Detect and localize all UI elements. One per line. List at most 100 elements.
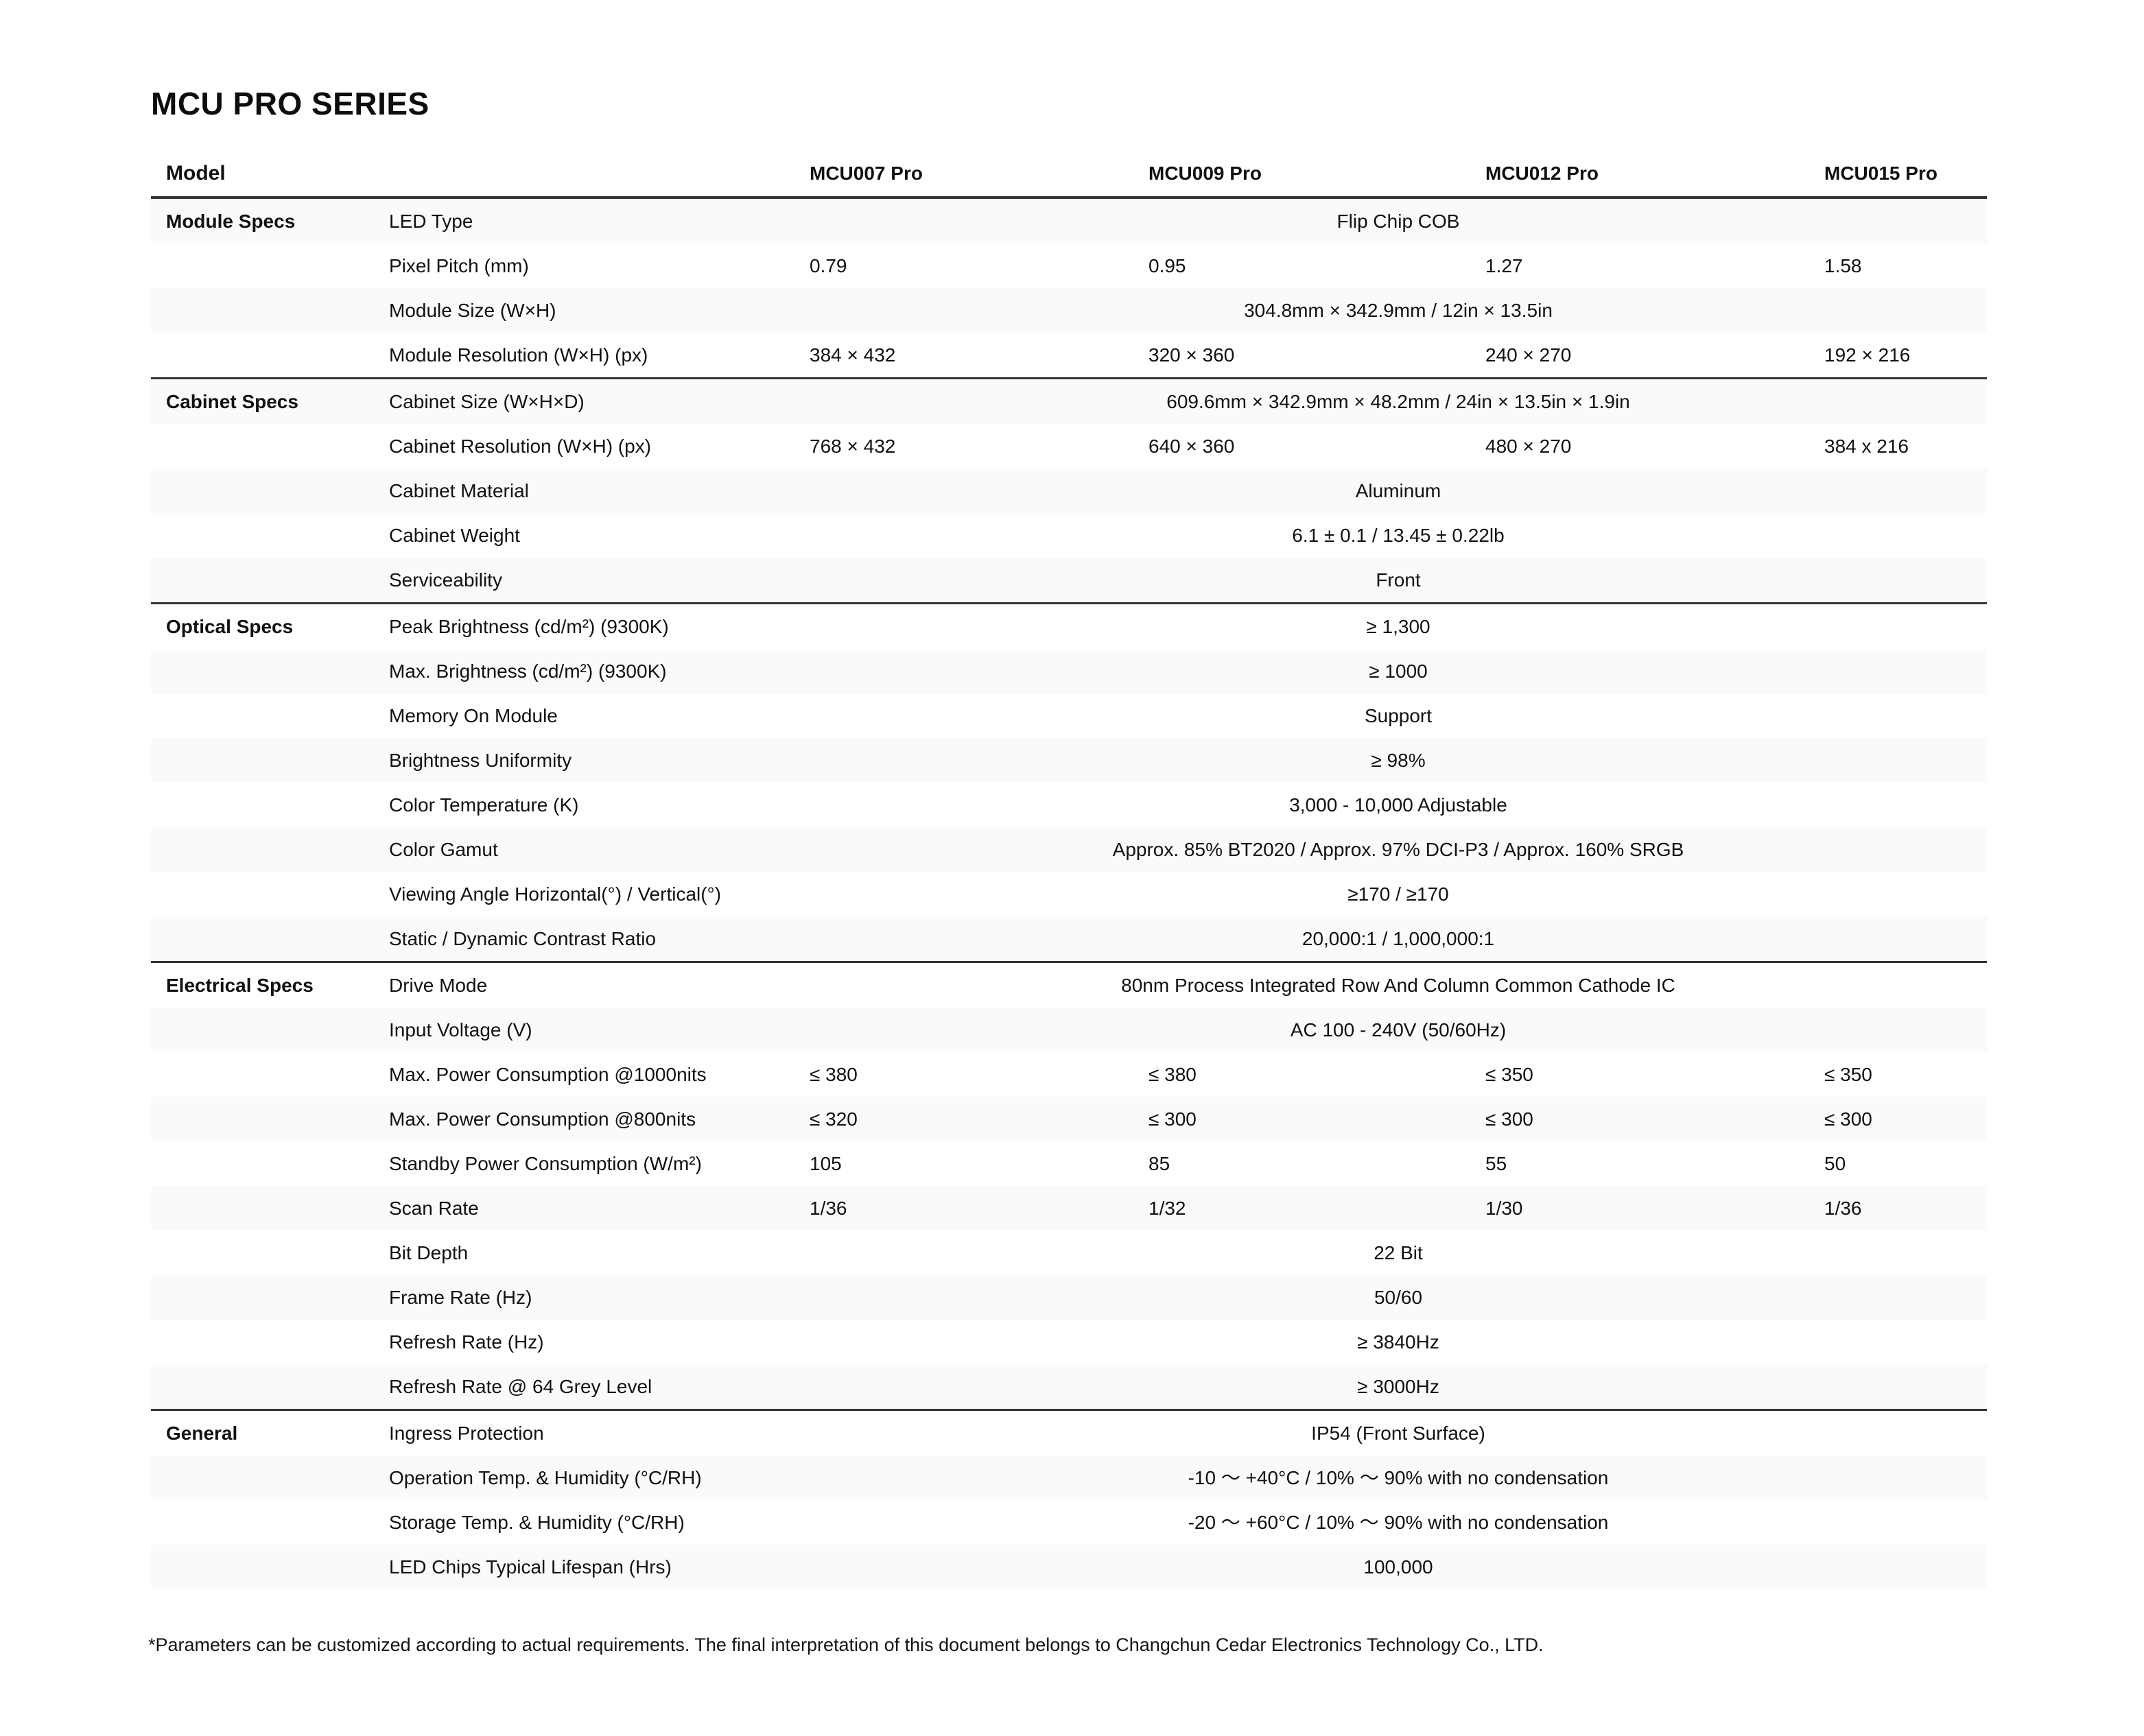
section-label: Electrical Specs [166, 974, 314, 996]
spec-value: 480 × 270 [1485, 435, 1572, 457]
table-row: Max. Power Consumption @1000nits ≤ 380 ≤ 3… [151, 1052, 1987, 1097]
spec-value-shared: ≥ 3000Hz [1357, 1375, 1439, 1397]
spec-value: 384 x 216 [1824, 435, 1909, 457]
table-row: Refresh Rate @ 64 Grey Level ≥ 3000Hz [151, 1364, 1987, 1409]
section-label: Cabinet Specs [166, 390, 298, 412]
spec-value: 85 [1148, 1152, 1170, 1174]
spec-value-shared: Flip Chip COB [1336, 210, 1460, 232]
spec-value-shared: 20,000:1 / 1,000,000:1 [1301, 927, 1495, 949]
column-header-mcu012: MCU012 Pro [1485, 163, 1599, 185]
row-label: Drive Mode [389, 974, 488, 996]
row-label: Storage Temp. & Humidity (°C/RH) [389, 1511, 685, 1533]
spec-value-shared: Approx. 85% BT2020 / Approx. 97% DCI-P3 … [1112, 838, 1684, 860]
row-label: Brightness Uniformity [389, 749, 572, 771]
spec-value: 105 [810, 1152, 842, 1174]
row-label: Bit Depth [389, 1241, 469, 1263]
spec-value-shared: ≥ 98% [1371, 749, 1426, 771]
spec-value: ≤ 350 [1485, 1063, 1533, 1085]
row-label: LED Type [389, 210, 473, 232]
spec-value: 1.27 [1485, 254, 1523, 276]
table-row: Bit Depth 22 Bit [151, 1230, 1987, 1275]
spec-value: 1/36 [810, 1197, 847, 1219]
table-row: Color Gamut Approx. 85% BT2020 / Approx. … [151, 827, 1987, 872]
spec-value: ≤ 300 [1824, 1108, 1872, 1130]
spec-value: 0.95 [1148, 254, 1186, 276]
table-row: General Ingress Protection IP54 (Front Sur… [151, 1411, 1987, 1455]
table-row: Pixel Pitch (mm) 0.79 0.95 1.27 1.58 [151, 243, 1987, 288]
section-label: Module Specs [166, 210, 296, 232]
row-label: Serviceability [389, 569, 502, 591]
spec-value: ≤ 380 [810, 1063, 858, 1085]
table-row: Memory On Module Support [151, 693, 1987, 738]
spec-value: ≤ 350 [1824, 1063, 1872, 1085]
spec-value: 240 × 270 [1485, 344, 1572, 366]
table-row: Electrical Specs Drive Mode 80nm Process I… [151, 963, 1987, 1008]
spec-value-shared: 609.6mm × 342.9mm × 48.2mm / 24in × 13.5… [1166, 390, 1630, 412]
spec-value-shared: 3,000 - 10,000 Adjustable [1289, 794, 1507, 816]
column-header-mcu015: MCU015 Pro [1824, 163, 1937, 185]
spec-value: ≤ 320 [810, 1108, 858, 1130]
table-row: Input Voltage (V) AC 100 - 240V (50/60Hz) [151, 1008, 1987, 1052]
section-label: Optical Specs [166, 615, 294, 637]
row-label: Scan Rate [389, 1197, 479, 1219]
row-label: Module Resolution (W×H) (px) [389, 344, 648, 366]
row-label: Input Voltage (V) [389, 1019, 532, 1041]
spec-value-shared: -20 ～ +60°C / 10% ～ 90% with no condensa… [1188, 1511, 1609, 1533]
table-row: Cabinet Weight 6.1 ± 0.1 / 13.45 ± 0.22lb [151, 513, 1987, 558]
row-label: Viewing Angle Horizontal(°) / Vertical(°… [389, 883, 722, 905]
table-row: Standby Power Consumption (W/m²) 105 85 55 5… [151, 1141, 1987, 1186]
spec-value: 384 × 432 [810, 344, 896, 366]
row-label: Color Temperature (K) [389, 794, 579, 816]
table-row: Static / Dynamic Contrast Ratio 20,000:1 … [151, 916, 1987, 961]
spec-value-shared: Front [1376, 569, 1421, 591]
row-label: Color Gamut [389, 838, 498, 860]
row-label: Ingress Protection [389, 1422, 544, 1444]
spec-value: 192 × 216 [1824, 344, 1911, 366]
spec-value-shared: ≥170 / ≥170 [1347, 883, 1449, 905]
row-label: Refresh Rate (Hz) [389, 1331, 544, 1353]
section-divider [151, 602, 1987, 604]
table-row: Operation Temp. & Humidity (°C/RH) -10 ～ … [151, 1455, 1987, 1500]
row-label: Refresh Rate @ 64 Grey Level [389, 1375, 652, 1397]
spec-value: 1/30 [1485, 1197, 1523, 1219]
table-row: Max. Brightness (cd/m²) (9300K) ≥ 1000 [151, 649, 1987, 693]
table-row: Viewing Angle Horizontal(°) / Vertical(°… [151, 872, 1987, 916]
row-label: Cabinet Resolution (W×H) (px) [389, 435, 652, 457]
row-label: LED Chips Typical Lifespan (Hrs) [389, 1556, 672, 1578]
section-divider [151, 1409, 1987, 1411]
table-row: Serviceability Front [151, 558, 1987, 602]
row-label: Operation Temp. & Humidity (°C/RH) [389, 1466, 702, 1488]
table-body: Module Specs LED Type Flip Chip COB Pixel P… [151, 199, 1987, 1589]
row-label: Max. Power Consumption @800nits [389, 1108, 696, 1130]
spec-value: 1/36 [1824, 1197, 1862, 1219]
table-row: Brightness Uniformity ≥ 98% [151, 738, 1987, 783]
table-row: Max. Power Consumption @800nits ≤ 320 ≤ 30… [151, 1097, 1987, 1141]
spec-value: 640 × 360 [1148, 435, 1235, 457]
row-label: Cabinet Weight [389, 524, 520, 546]
spec-value: 0.79 [810, 254, 847, 276]
spec-value-shared: 22 Bit [1374, 1241, 1423, 1263]
row-label: Frame Rate (Hz) [389, 1286, 532, 1308]
spec-value: 768 × 432 [810, 435, 896, 457]
spec-value: 320 × 360 [1148, 344, 1235, 366]
table-row: Module Resolution (W×H) (px) 384 × 432 320… [151, 333, 1987, 377]
row-label: Max. Brightness (cd/m²) (9300K) [389, 660, 667, 682]
table-row: Cabinet Resolution (W×H) (px) 768 × 432 64… [151, 424, 1987, 468]
spec-value: 50 [1824, 1152, 1846, 1174]
row-label: Max. Power Consumption @1000nits [389, 1063, 707, 1085]
spec-value-shared: IP54 (Front Surface) [1311, 1422, 1485, 1444]
spec-value-shared: ≥ 1000 [1369, 660, 1428, 682]
spec-value: 1/32 [1148, 1197, 1186, 1219]
spec-value-shared: -10 ～ +40°C / 10% ～ 90% with no condensa… [1188, 1466, 1609, 1488]
spec-value: ≤ 300 [1485, 1108, 1533, 1130]
spec-value-shared: 6.1 ± 0.1 / 13.45 ± 0.22lb [1292, 524, 1505, 546]
spec-value-shared: Aluminum [1355, 479, 1441, 501]
page-title: MCU PRO SERIES [151, 86, 429, 121]
table-row: Color Temperature (K) 3,000 - 10,000 Adju… [151, 783, 1987, 827]
table-row: Storage Temp. & Humidity (°C/RH) -20 ～ +6… [151, 1500, 1987, 1545]
spec-value-shared: 50/60 [1374, 1286, 1423, 1308]
spec-table: Model MCU007 Pro MCU009 Pro MCU012 Pro M… [151, 151, 1987, 1589]
table-header-row: Model MCU007 Pro MCU009 Pro MCU012 Pro M… [151, 151, 1987, 196]
model-column-header: Model [166, 162, 226, 185]
spec-value: 1.58 [1824, 254, 1862, 276]
